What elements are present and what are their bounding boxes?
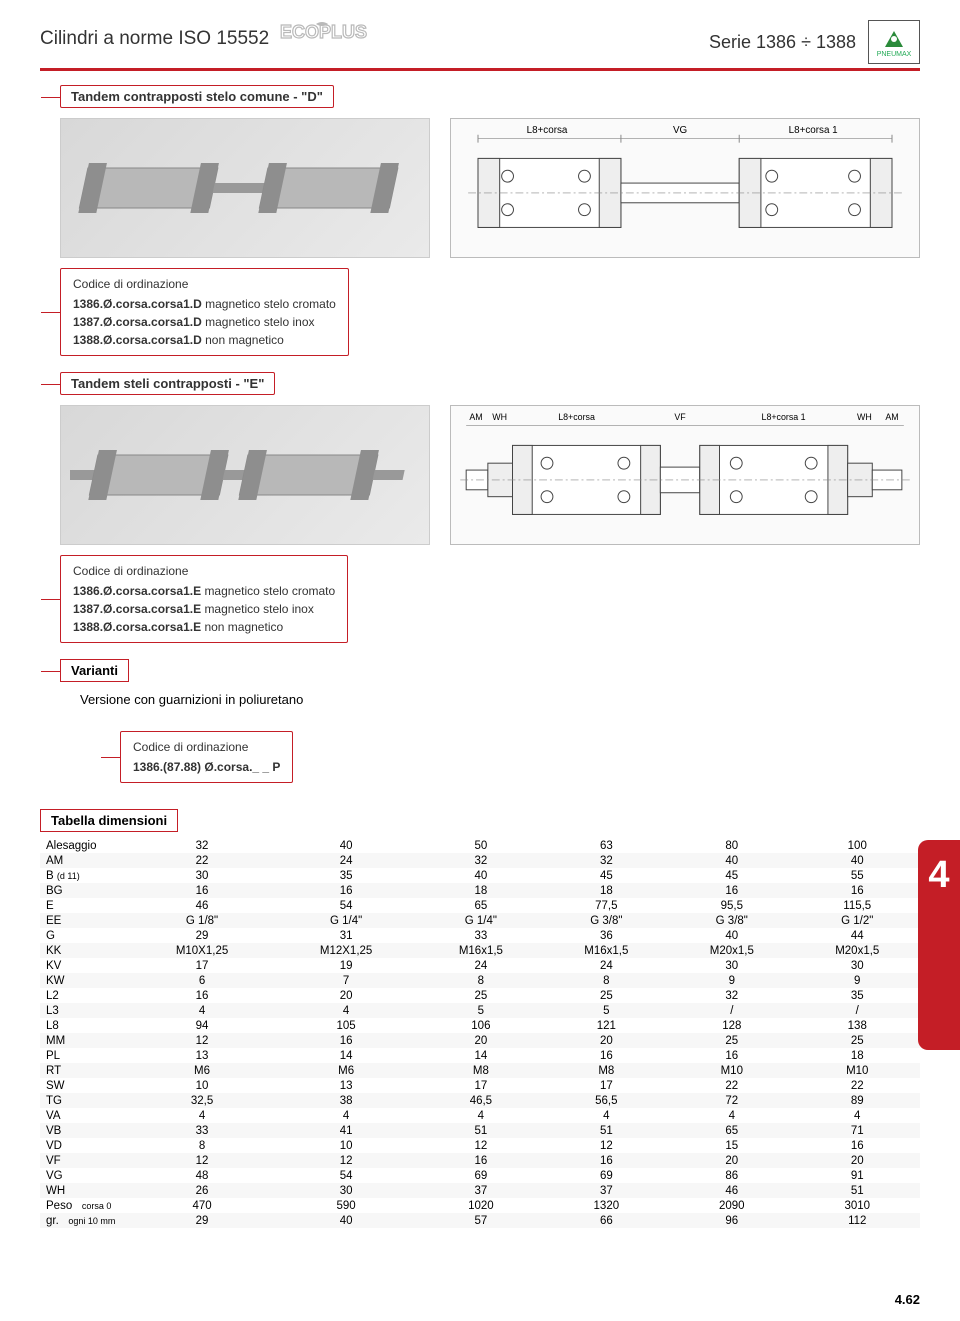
page-number: 4.62 bbox=[895, 1292, 920, 1307]
variants-label: Varianti bbox=[60, 659, 129, 682]
header-rule bbox=[40, 68, 920, 71]
table-row: Alesaggio3240506380100 bbox=[40, 838, 920, 853]
table-row: VG485469698691 bbox=[40, 1168, 920, 1183]
table-row: VD81012121516 bbox=[40, 1138, 920, 1153]
section-d-order: Codice di ordinazione 1386.Ø.corsa.corsa… bbox=[60, 268, 349, 356]
table-row: EEG 1/8"G 1/4"G 1/4"G 3/8"G 3/8"G 1/2" bbox=[40, 913, 920, 928]
title-left: Cilindri a norme ISO 15552 ECOPLUS bbox=[40, 20, 400, 50]
table-row: G293133364044 bbox=[40, 928, 920, 943]
table-row: L34455// bbox=[40, 1003, 920, 1018]
section-e-order: Codice di ordinazione 1386.Ø.corsa.corsa… bbox=[60, 555, 348, 643]
svg-text:L8+corsa: L8+corsa bbox=[558, 412, 595, 422]
table-row: gr. ogni 10 mm2940576696112 bbox=[40, 1213, 920, 1228]
section-tab: 4 bbox=[918, 840, 960, 1050]
section-e-diagram: AM WH L8+corsa VF L8+corsa 1 WH AM bbox=[450, 405, 920, 545]
section-e-title: Tandem steli contrapposti - "E" bbox=[60, 372, 275, 395]
dim-table-title: Tabella dimensioni bbox=[40, 809, 178, 832]
table-row: L2162025253235 bbox=[40, 988, 920, 1003]
section-d-render bbox=[60, 118, 430, 258]
pneumax-logo: PNEUMAX bbox=[868, 20, 920, 64]
table-row: VF121216162020 bbox=[40, 1153, 920, 1168]
table-row: BG161618181616 bbox=[40, 883, 920, 898]
dimensions-table: Alesaggio3240506380100AM222432324040B (d… bbox=[40, 838, 920, 1228]
title-left-text: Cilindri a norme ISO 15552 bbox=[40, 28, 269, 49]
svg-text:WH: WH bbox=[857, 412, 872, 422]
svg-text:VG: VG bbox=[673, 125, 687, 136]
section-e-render bbox=[60, 405, 430, 545]
svg-text:WH: WH bbox=[492, 412, 507, 422]
series-title: Serie 1386 ÷ 1388 bbox=[709, 32, 856, 53]
variants-text: Versione con guarnizioni in poliuretano bbox=[80, 692, 920, 707]
svg-text:VF: VF bbox=[674, 412, 686, 422]
svg-text:L8+corsa 1: L8+corsa 1 bbox=[762, 412, 806, 422]
svg-text:L8+corsa: L8+corsa bbox=[527, 125, 568, 136]
table-row: SW101317172222 bbox=[40, 1078, 920, 1093]
section-d: Tandem contrapposti stelo comune - "D" bbox=[40, 85, 920, 356]
title-right-group: Serie 1386 ÷ 1388 PNEUMAX bbox=[709, 20, 920, 64]
table-row: PL131414161618 bbox=[40, 1048, 920, 1063]
table-row: VB334151516571 bbox=[40, 1123, 920, 1138]
svg-text:AM: AM bbox=[885, 412, 898, 422]
page-header: Cilindri a norme ISO 15552 ECOPLUS Serie… bbox=[40, 20, 920, 64]
ecoplus-logo: ECOPLUS bbox=[280, 20, 400, 49]
section-d-title: Tandem contrapposti stelo comune - "D" bbox=[60, 85, 334, 108]
table-row: MM121620202525 bbox=[40, 1033, 920, 1048]
table-row: WH263037374651 bbox=[40, 1183, 920, 1198]
table-row: L894105106121128138 bbox=[40, 1018, 920, 1033]
section-d-diagram: L8+corsa VG L8+corsa 1 bbox=[450, 118, 920, 258]
variants-order: Codice di ordinazione 1386.(87.88) Ø.cor… bbox=[120, 731, 293, 783]
table-row: KW678899 bbox=[40, 973, 920, 988]
table-row: KV171924243030 bbox=[40, 958, 920, 973]
table-row: AM222432324040 bbox=[40, 853, 920, 868]
svg-text:AM: AM bbox=[469, 412, 482, 422]
table-row: TG32,53846,556,57289 bbox=[40, 1093, 920, 1108]
table-row: B (d 11)303540454555 bbox=[40, 868, 920, 883]
table-row: Peso corsa 04705901020132020903010 bbox=[40, 1198, 920, 1213]
table-row: E46546577,595,5115,5 bbox=[40, 898, 920, 913]
table-row: VA444444 bbox=[40, 1108, 920, 1123]
variants-section: Varianti Versione con guarnizioni in pol… bbox=[40, 659, 920, 783]
table-row: KKM10X1,25M12X1,25M16x1,5M16x1,5M20x1,5M… bbox=[40, 943, 920, 958]
table-row: RTM6M6M8M8M10M10 bbox=[40, 1063, 920, 1078]
svg-text:L8+corsa 1: L8+corsa 1 bbox=[789, 125, 838, 136]
section-e: Tandem steli contrapposti - "E" bbox=[40, 372, 920, 643]
